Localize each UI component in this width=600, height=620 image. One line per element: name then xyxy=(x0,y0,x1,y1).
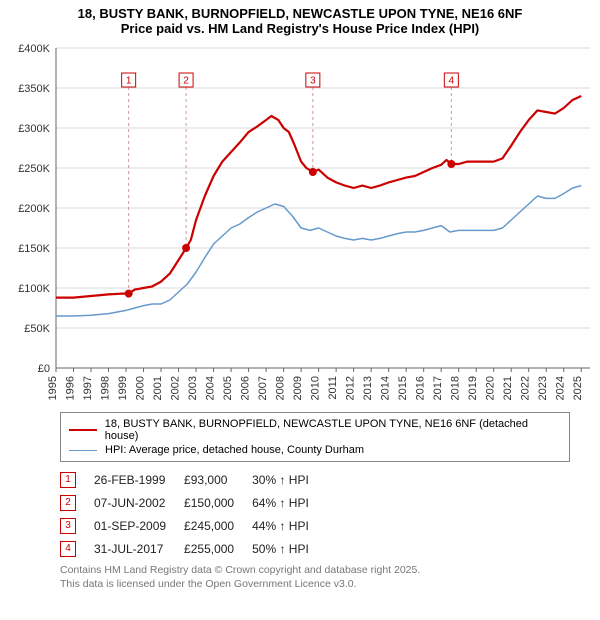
svg-text:2005: 2005 xyxy=(222,376,234,400)
svg-text:2015: 2015 xyxy=(397,376,409,400)
legend: 18, BUSTY BANK, BURNOPFIELD, NEWCASTLE U… xyxy=(60,412,570,462)
svg-text:£100K: £100K xyxy=(18,283,50,295)
svg-text:2003: 2003 xyxy=(187,376,199,400)
svg-text:2024: 2024 xyxy=(555,376,567,400)
legend-item: 18, BUSTY BANK, BURNOPFIELD, NEWCASTLE U… xyxy=(69,417,561,443)
legend-label: HPI: Average price, detached house, Coun… xyxy=(105,444,364,456)
svg-text:2012: 2012 xyxy=(345,376,357,400)
price-chart: £0 £50K £100K £150K £200K £250K £300K £350K £400… xyxy=(0,38,600,408)
svg-text:£350K: £350K xyxy=(18,83,50,95)
svg-text:2010: 2010 xyxy=(310,376,322,400)
svg-text:1997: 1997 xyxy=(82,376,94,400)
svg-text:2025: 2025 xyxy=(572,376,584,400)
svg-text:£250K: £250K xyxy=(18,163,50,175)
svg-text:2009: 2009 xyxy=(292,376,304,400)
svg-text:2000: 2000 xyxy=(135,376,147,400)
svg-text:2022: 2022 xyxy=(520,376,532,400)
svg-text:2021: 2021 xyxy=(502,376,514,400)
title-line-1: 18, BUSTY BANK, BURNOPFIELD, NEWCASTLE U… xyxy=(10,6,590,21)
svg-text:1996: 1996 xyxy=(65,376,77,400)
svg-text:2018: 2018 xyxy=(450,376,462,400)
svg-text:2017: 2017 xyxy=(432,376,444,400)
footer-attribution: Contains HM Land Registry data © Crown c… xyxy=(60,564,570,591)
svg-text:4: 4 xyxy=(449,76,455,87)
svg-text:2020: 2020 xyxy=(485,376,497,400)
svg-text:£50K: £50K xyxy=(24,323,50,335)
svg-text:2: 2 xyxy=(183,76,189,87)
svg-text:2008: 2008 xyxy=(275,376,287,400)
sale-markers-table: 126-FEB-1999£93,00030% ↑ HPI207-JUN-2002… xyxy=(60,468,327,560)
svg-text:£0: £0 xyxy=(38,363,50,375)
svg-text:1999: 1999 xyxy=(117,376,129,400)
svg-text:2002: 2002 xyxy=(170,376,182,400)
svg-text:£150K: £150K xyxy=(18,243,50,255)
svg-text:1995: 1995 xyxy=(47,376,59,400)
legend-label: 18, BUSTY BANK, BURNOPFIELD, NEWCASTLE U… xyxy=(105,418,561,442)
svg-text:2011: 2011 xyxy=(327,376,339,400)
footer-line-2: This data is licensed under the Open Gov… xyxy=(60,578,570,592)
svg-text:2013: 2013 xyxy=(362,376,374,400)
legend-item: HPI: Average price, detached house, Coun… xyxy=(69,443,561,457)
svg-text:2023: 2023 xyxy=(537,376,549,400)
svg-text:2014: 2014 xyxy=(380,376,392,400)
svg-text:3: 3 xyxy=(310,76,316,87)
marker-row: 301-SEP-2009£245,00044% ↑ HPI xyxy=(60,514,327,537)
svg-text:2016: 2016 xyxy=(415,376,427,400)
svg-text:£200K: £200K xyxy=(18,203,50,215)
marker-row: 431-JUL-2017£255,00050% ↑ HPI xyxy=(60,537,327,560)
legend-swatch xyxy=(69,450,97,451)
chart-title: 18, BUSTY BANK, BURNOPFIELD, NEWCASTLE U… xyxy=(0,0,600,38)
svg-text:£300K: £300K xyxy=(18,123,50,135)
svg-text:1: 1 xyxy=(126,76,132,87)
svg-text:£400K: £400K xyxy=(18,43,50,55)
svg-text:2006: 2006 xyxy=(240,376,252,400)
legend-swatch xyxy=(69,429,97,431)
svg-text:2019: 2019 xyxy=(467,376,479,400)
svg-text:1998: 1998 xyxy=(100,376,112,400)
svg-text:2007: 2007 xyxy=(257,376,269,400)
title-line-2: Price paid vs. HM Land Registry's House … xyxy=(10,21,590,36)
marker-row: 207-JUN-2002£150,00064% ↑ HPI xyxy=(60,491,327,514)
marker-row: 126-FEB-1999£93,00030% ↑ HPI xyxy=(60,468,327,491)
svg-text:2004: 2004 xyxy=(205,376,217,400)
svg-text:2001: 2001 xyxy=(152,376,164,400)
footer-line-1: Contains HM Land Registry data © Crown c… xyxy=(60,564,570,578)
